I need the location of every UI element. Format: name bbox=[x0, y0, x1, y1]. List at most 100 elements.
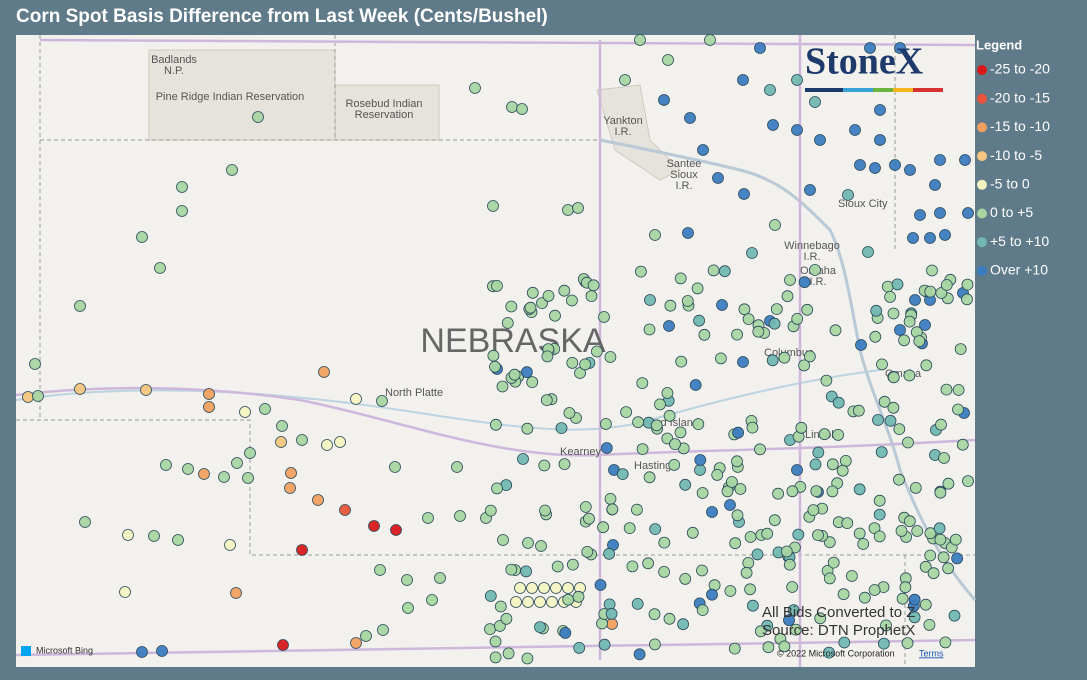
bid-point bbox=[231, 457, 243, 469]
bid-point bbox=[747, 599, 759, 612]
bid-point bbox=[203, 401, 215, 413]
bid-point bbox=[952, 384, 965, 396]
bid-point bbox=[583, 512, 595, 525]
bid-point bbox=[938, 452, 950, 464]
bid-point bbox=[140, 384, 152, 396]
bid-point bbox=[636, 377, 649, 390]
bid-point bbox=[487, 349, 500, 362]
bid-point bbox=[781, 290, 794, 303]
bid-point bbox=[942, 562, 954, 575]
bid-point bbox=[899, 581, 912, 594]
bid-point bbox=[724, 499, 736, 511]
bid-point bbox=[675, 355, 688, 368]
bid-point bbox=[920, 359, 933, 372]
bid-point bbox=[176, 205, 188, 217]
bid-point bbox=[809, 96, 821, 108]
bid-point bbox=[550, 582, 562, 594]
reservation bbox=[596, 84, 681, 181]
logo-bar bbox=[805, 88, 843, 92]
bid-point bbox=[516, 103, 528, 115]
bid-point bbox=[623, 522, 636, 534]
bid-point bbox=[901, 637, 914, 649]
bid-point bbox=[501, 317, 514, 329]
bid-point bbox=[284, 482, 296, 494]
logo-bar bbox=[873, 88, 893, 92]
bid-point bbox=[934, 533, 947, 546]
bid-point bbox=[122, 529, 134, 541]
bid-point bbox=[926, 264, 938, 277]
bid-point bbox=[487, 200, 499, 212]
terms-link[interactable]: Terms bbox=[919, 648, 944, 658]
bid-point bbox=[154, 262, 166, 274]
bid-point bbox=[919, 319, 931, 331]
bid-point bbox=[857, 538, 870, 550]
bid-point bbox=[770, 303, 783, 316]
bid-point bbox=[662, 54, 674, 66]
bid-point bbox=[505, 300, 518, 313]
bid-point bbox=[572, 590, 585, 603]
bid-point bbox=[434, 572, 446, 584]
place-label: I.R. bbox=[675, 180, 692, 192]
bid-point bbox=[526, 286, 539, 299]
bid-point bbox=[807, 504, 820, 517]
bid-point bbox=[870, 304, 883, 317]
bid-point bbox=[737, 356, 749, 368]
bid-point bbox=[734, 483, 747, 495]
bid-point bbox=[551, 560, 564, 573]
place-label: Reservation bbox=[355, 109, 414, 121]
bid-point bbox=[742, 557, 755, 569]
bid-point bbox=[754, 625, 767, 638]
bid-point bbox=[696, 564, 708, 577]
bid-point bbox=[535, 540, 547, 552]
bid-point bbox=[626, 560, 639, 573]
bid-point bbox=[754, 42, 766, 54]
bid-point bbox=[239, 406, 251, 418]
bid-point bbox=[820, 374, 833, 387]
bid-point bbox=[136, 646, 148, 658]
bid-point bbox=[489, 360, 501, 373]
bid-point bbox=[792, 528, 805, 541]
bid-point bbox=[374, 564, 386, 576]
bid-point bbox=[598, 311, 610, 323]
bid-point bbox=[919, 598, 932, 611]
bid-point bbox=[563, 407, 576, 419]
bid-point bbox=[940, 383, 953, 396]
bid-point bbox=[795, 421, 808, 434]
bid-point bbox=[635, 265, 647, 278]
bid-point bbox=[809, 458, 822, 471]
bid-point bbox=[252, 111, 264, 123]
bid-point bbox=[823, 572, 836, 585]
bid-point bbox=[873, 508, 886, 521]
bid-point bbox=[605, 607, 618, 620]
bid-point bbox=[766, 354, 779, 367]
bid-point bbox=[663, 320, 675, 332]
bid-point bbox=[696, 487, 709, 499]
bid-point bbox=[484, 590, 497, 602]
bid-point bbox=[826, 485, 839, 498]
border bbox=[16, 35, 975, 667]
bid-point bbox=[649, 523, 662, 535]
bid-point bbox=[940, 279, 953, 291]
bid-point bbox=[742, 313, 755, 326]
logo-bar bbox=[893, 88, 913, 92]
bid-point bbox=[401, 574, 413, 586]
bid-point bbox=[426, 594, 438, 606]
bid-point bbox=[873, 530, 886, 543]
bid-point bbox=[649, 229, 661, 241]
bid-point bbox=[878, 395, 891, 408]
bid-point bbox=[508, 368, 521, 381]
bid-point bbox=[218, 471, 230, 483]
bid-point bbox=[872, 414, 884, 426]
bid-point bbox=[827, 556, 840, 569]
bid-point bbox=[798, 276, 811, 289]
bid-point bbox=[903, 369, 916, 382]
bid-point bbox=[689, 379, 702, 391]
bid-point bbox=[869, 162, 881, 174]
bid-point bbox=[895, 525, 908, 537]
bid-point bbox=[876, 358, 888, 371]
bid-point bbox=[224, 539, 236, 551]
bid-point bbox=[489, 651, 502, 664]
place-label: Yankton bbox=[603, 115, 643, 127]
bid-point bbox=[632, 416, 644, 429]
